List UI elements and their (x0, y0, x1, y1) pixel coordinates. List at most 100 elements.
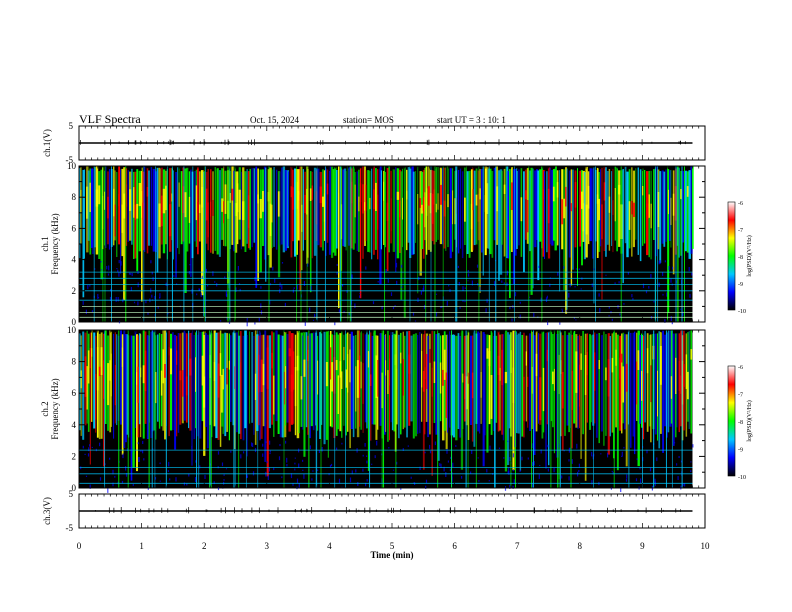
emission-streak (259, 330, 261, 441)
noise-speck (285, 440, 287, 444)
emission-streak (109, 330, 112, 433)
emission-core (497, 355, 500, 375)
emission-core (417, 194, 419, 225)
emission-core (603, 182, 606, 201)
emission-streak (488, 335, 491, 425)
noise-speck (664, 318, 666, 323)
noise-speck (294, 468, 296, 471)
noise-speck (677, 476, 679, 480)
emission-streak (466, 171, 469, 254)
emission-streak (616, 334, 619, 471)
emission-streak (297, 169, 301, 241)
emission-streak (218, 170, 221, 257)
noise-speck (359, 292, 361, 294)
emission-core (107, 363, 110, 406)
emission-streak (554, 166, 557, 251)
emission-streak (611, 333, 614, 433)
noise-speck (611, 318, 613, 322)
noise-speck (568, 476, 570, 481)
emission-core (678, 360, 680, 391)
emission-core (80, 189, 82, 213)
emission-streak (389, 335, 390, 441)
noise-speck (274, 278, 276, 283)
noise-speck (508, 471, 510, 475)
emission-core (296, 355, 300, 371)
emission-core (137, 366, 140, 403)
emission-core (575, 351, 578, 393)
y-axis-label-frequency: Frequency (kHz) (50, 378, 60, 439)
emission-streak (199, 332, 202, 439)
emission-core (659, 346, 662, 385)
emission-streak (345, 171, 347, 251)
emission-streak (127, 170, 129, 242)
emission-core (424, 367, 426, 380)
emission-core (581, 191, 583, 209)
noise-speck (309, 445, 311, 449)
emission-core (236, 183, 239, 213)
emission-streak (141, 167, 143, 302)
emission-streak (342, 169, 345, 247)
emission-streak (449, 168, 452, 259)
emission-streak (404, 335, 406, 428)
emission-streak (589, 334, 591, 430)
emission-core (290, 374, 294, 392)
noise-speck (168, 461, 170, 467)
noise-speck (457, 265, 459, 268)
emission-streak (429, 333, 431, 435)
noise-speck (506, 270, 508, 276)
emission-core (86, 186, 89, 219)
emission-core (535, 353, 538, 377)
noise-speck (509, 484, 511, 489)
emission-streak (486, 334, 489, 453)
noise-speck (336, 271, 338, 275)
emission-streak (534, 170, 537, 248)
emission-core (369, 374, 372, 386)
emission-core (621, 353, 623, 363)
emission-core (402, 358, 404, 396)
emission-core (596, 194, 599, 204)
emission-core (257, 354, 260, 393)
noise-speck (137, 301, 139, 306)
emission-streak (194, 171, 196, 242)
emission-core (648, 194, 650, 218)
noise-speck (599, 308, 601, 313)
emission-streak (479, 169, 481, 293)
noise-speck (254, 277, 256, 282)
emission-core (358, 355, 361, 398)
emission-streak (359, 167, 362, 299)
emission-core (452, 190, 454, 225)
emission-core (197, 202, 199, 213)
emission-streak (566, 334, 570, 426)
emission-streak (537, 170, 540, 281)
noise-speck (154, 295, 156, 300)
noise-speck (610, 311, 612, 314)
emission-core (277, 191, 281, 217)
emission-core (240, 362, 242, 393)
emission-streak (136, 169, 139, 272)
emission-core (447, 194, 449, 208)
noise-speck (650, 274, 652, 279)
emission-streak (348, 167, 351, 246)
emission-core (520, 197, 523, 222)
colorbar-label: log(PSD)(V²/Hz) (746, 235, 753, 276)
emission-streak (364, 334, 367, 423)
noise-speck (571, 459, 573, 464)
emission-core (325, 362, 329, 387)
emission-streak (369, 170, 371, 253)
emission-core (86, 366, 88, 410)
emission-streak (427, 166, 430, 250)
emission-core (182, 186, 185, 213)
emission-streak (553, 330, 555, 454)
emission-streak (249, 331, 251, 424)
emission-streak (653, 169, 655, 240)
emission-core (337, 375, 339, 414)
emission-streak (415, 171, 417, 243)
noise-speck (575, 319, 577, 321)
emission-core (231, 188, 234, 201)
emission-streak (569, 334, 571, 428)
noise-speck (267, 475, 269, 480)
noise-speck (226, 317, 228, 320)
emission-core (680, 189, 682, 200)
emission-streak (669, 330, 672, 427)
emission-streak (384, 171, 386, 248)
